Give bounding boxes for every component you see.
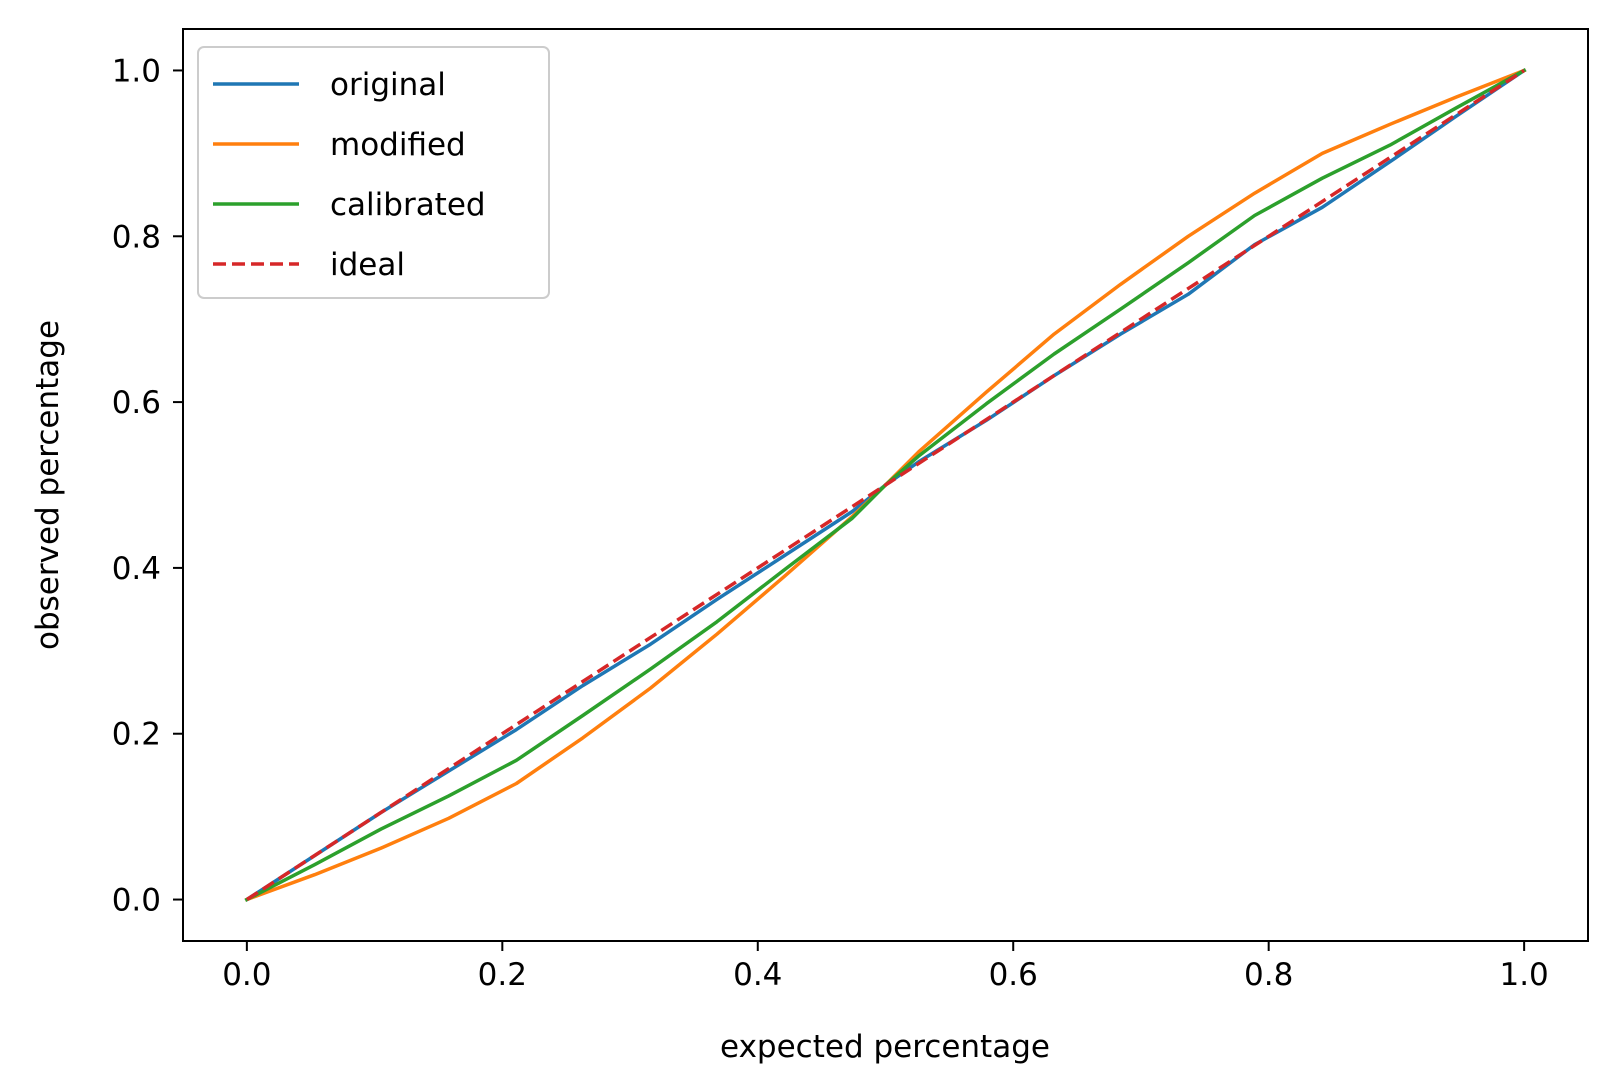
y-tick-label: 0.8 — [112, 219, 161, 255]
y-tick-label: 0.6 — [112, 385, 161, 421]
legend-label-calibrated: calibrated — [330, 187, 486, 223]
y-tick-label: 1.0 — [112, 53, 161, 89]
x-tick-label: 0.4 — [733, 957, 782, 993]
legend-label-ideal: ideal — [330, 247, 405, 283]
legend-frame — [197, 46, 550, 299]
x-tick-label: 0.2 — [478, 957, 527, 993]
legend: original modified calibrated ideal — [197, 46, 550, 299]
y-tick-label: 0.4 — [112, 551, 161, 587]
y-axis-label: observed percentage — [30, 320, 66, 650]
y-tick-label: 0.0 — [112, 883, 161, 919]
plot-area-frame — [182, 28, 1589, 942]
legend-label-original: original — [330, 67, 446, 103]
x-axis-ticks: 0.0 0.2 0.4 0.6 0.8 1.0 — [222, 941, 1549, 993]
x-tick-label: 0.6 — [989, 957, 1038, 993]
y-axis-ticks: 0.0 0.2 0.4 0.6 0.8 1.0 — [112, 53, 183, 919]
series-line-ideal — [245, 69, 1526, 901]
legend-label-modified: modified — [330, 127, 466, 163]
x-tick-label: 1.0 — [1499, 957, 1548, 993]
series-lines — [244, 68, 1527, 902]
y-tick-label: 0.2 — [112, 717, 161, 753]
x-tick-label: 0.8 — [1244, 957, 1293, 993]
x-tick-label: 0.0 — [222, 957, 271, 993]
x-axis-label: expected percentage — [720, 1029, 1050, 1065]
